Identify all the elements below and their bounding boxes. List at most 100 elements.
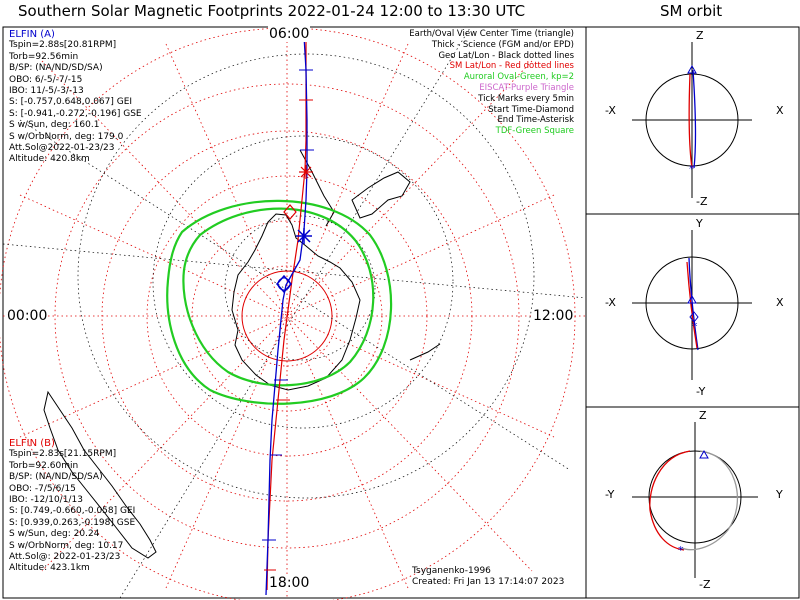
credits: Tsyganenko-1996 Created: Fri Jan 13 17:1… xyxy=(412,566,564,589)
antarctica-coast xyxy=(231,213,361,391)
elfin-b-name: ELFIN (B) xyxy=(9,438,55,449)
elfin-a-line: B/SP: (NA/ND/SD/SA) xyxy=(9,63,103,74)
elfin-b-line: OBO: -7/5/6/15 xyxy=(9,483,76,494)
elfin-b-orbit xyxy=(688,73,693,169)
auroral-ovals xyxy=(166,199,393,405)
elfin-b-line: Altitude: 423.1km xyxy=(9,563,90,574)
elfin-a-line: S: [-0.941,-0.272,-0.196] GSE xyxy=(9,108,142,119)
elfin-a-footprint-line xyxy=(265,35,308,596)
elfin-a-line: S w/OrbNorm, deg: 179.0 xyxy=(9,131,124,142)
elfin-a-name: ELFIN (A) xyxy=(9,29,55,40)
orbit-2-right-label: X xyxy=(776,296,784,309)
elfin-a-line: Att.Sol@2022-01-23/23 xyxy=(9,143,115,154)
orbit-panel-xz: * xyxy=(632,42,752,198)
orbit-3-right-label: Y xyxy=(776,488,783,501)
auroral-oval-inner xyxy=(182,207,375,387)
elfin-a-line: Altitude: 420.8km xyxy=(9,154,90,165)
sm-meridian xyxy=(41,60,533,572)
view-triangle xyxy=(699,449,709,459)
elfin-b-end-asterisk xyxy=(299,165,313,179)
legend-item: Tick Marks every 5min xyxy=(478,93,574,104)
elfin-b-line: S w/Sun, deg: 20.24 xyxy=(9,529,100,540)
legend-item: TDF-Green Square xyxy=(495,126,574,137)
elfin-b-line: S: [0.749,-0.660,-0.058] GEI xyxy=(9,506,136,517)
elfin-b-ticks xyxy=(264,99,313,571)
elfin-b-line: S w/OrbNorm, deg: 10.17 xyxy=(9,540,124,551)
elfin-a-line: Torb=92.56min xyxy=(9,51,79,62)
southern-continent-coast xyxy=(43,390,157,559)
elfin-a-line: Tspin=2.88s[20.81RPM] xyxy=(9,40,117,51)
mlt-label-left: 00:00 xyxy=(6,308,49,324)
orbit-panel-xy: * xyxy=(632,230,752,380)
elfin-a-start-diamond xyxy=(276,274,292,294)
elfin-b-line: S: [0.939,0.263,-0.198] GSE xyxy=(9,517,136,528)
orbit-title: SM orbit xyxy=(660,2,723,20)
sm-lat-circle xyxy=(54,83,520,549)
orbit-1-down-label: -Z xyxy=(696,195,708,208)
geo-lat-circle xyxy=(152,135,454,429)
elfin-a-line: S: [-0.757,0.648,0.067] GEI xyxy=(9,97,133,108)
coastlines xyxy=(43,149,441,559)
elfin-b-line: B/SP: (NA/ND/SD/SA) xyxy=(9,472,103,483)
legend-item: Auroral Oval-Green, kp=2 xyxy=(463,72,574,83)
elfin-a-line: IBO: 11/-5/-3/-13 xyxy=(9,86,84,97)
elfin-b-line: IBO: -12/10/1/13 xyxy=(9,495,83,506)
geo-meridian xyxy=(119,27,471,599)
legend-item: EISCAT-Purple Triangle xyxy=(479,82,574,93)
orbit-1-left-label: -X xyxy=(605,104,616,117)
orbit-2-left-label: -X xyxy=(605,296,616,309)
end-asterisk: * xyxy=(692,320,698,333)
elfin-a-track xyxy=(265,35,308,596)
elfin-a-info: ELFIN (A) Tspin=2.88s[20.81RPM] Torb=92.… xyxy=(9,29,142,166)
orbit-frame xyxy=(585,26,800,599)
end-asterisk: * xyxy=(689,164,694,175)
geo-lat-circle xyxy=(224,215,376,361)
mlt-label-bottom: 18:00 xyxy=(268,575,311,591)
elfin-b-info: ELFIN (B) Tspin=2.83s[21.15RPM] Torb=92.… xyxy=(9,438,135,575)
elfin-b-line: Att.Sol@: 2022-01-23/23 xyxy=(9,552,121,563)
legend-item: End Time-Asterisk xyxy=(497,115,574,126)
elfin-b-orbit xyxy=(649,450,691,551)
elfin-a-line: OBO: 6/-5/-7/-15 xyxy=(9,74,83,85)
elfin-b-start-diamond xyxy=(283,204,297,220)
elfin-a-end-asterisk xyxy=(296,228,312,244)
island-coast xyxy=(409,343,441,361)
tick-marks xyxy=(262,69,314,541)
mlt-label-top: 06:00 xyxy=(268,26,311,42)
orbit-1-right-label: X xyxy=(776,104,784,117)
legend: Earth/Oval View Center Time (triangle) T… xyxy=(409,29,574,137)
elfin-a-orbit xyxy=(688,257,699,351)
elfin-a-orbit xyxy=(681,450,738,551)
view-triangle xyxy=(687,64,697,74)
elfin-a-orbit xyxy=(692,69,697,169)
orbit-3-left-label: -Y xyxy=(605,488,615,501)
mlt-label-right: 12:00 xyxy=(532,308,575,324)
end-asterisk: * xyxy=(678,544,684,557)
legend-item: Earth/Oval View Center Time (triangle) xyxy=(409,29,574,39)
orbit-2-up-label: Y xyxy=(696,217,703,230)
elfin-b-orbit xyxy=(686,261,698,349)
credits-created: Created: Fri Jan 13 17:14:07 2023 xyxy=(412,577,565,588)
geo-lat-circle xyxy=(77,53,535,499)
legend-item: Thick - Science (FGM and/or EPD) xyxy=(431,39,574,50)
peninsula-coast xyxy=(299,149,335,227)
plot-title: Southern Solar Magnetic Footprints 2022-… xyxy=(18,2,526,20)
elfin-a-line: S w/Sun, deg: 160.1 xyxy=(9,120,100,131)
legend-item: Geo Lat/Lon - Black dotted lines xyxy=(438,50,574,61)
legend-item: Start Time-Diamond xyxy=(488,104,574,115)
landmass-coast xyxy=(351,171,411,219)
auroral-oval-outer xyxy=(166,199,393,405)
orbit-1-up-label: Z xyxy=(696,29,704,42)
elfin-a-start-ring xyxy=(277,277,291,291)
elfin-b-line: Torb=92.60min xyxy=(9,460,79,471)
orbit-2-down-label: -Y xyxy=(696,385,706,398)
elfin-b-line: Tspin=2.83s[21.15RPM] xyxy=(9,449,117,460)
orbit-panel-yz: * xyxy=(632,422,758,578)
legend-item: SM Lat/Lon - Red dotted lines xyxy=(449,61,574,72)
view-triangle xyxy=(687,294,697,304)
orbit-3-down-label: -Z xyxy=(699,578,711,591)
orbit-3-up-label: Z xyxy=(699,409,707,422)
start-diamond xyxy=(689,311,699,323)
